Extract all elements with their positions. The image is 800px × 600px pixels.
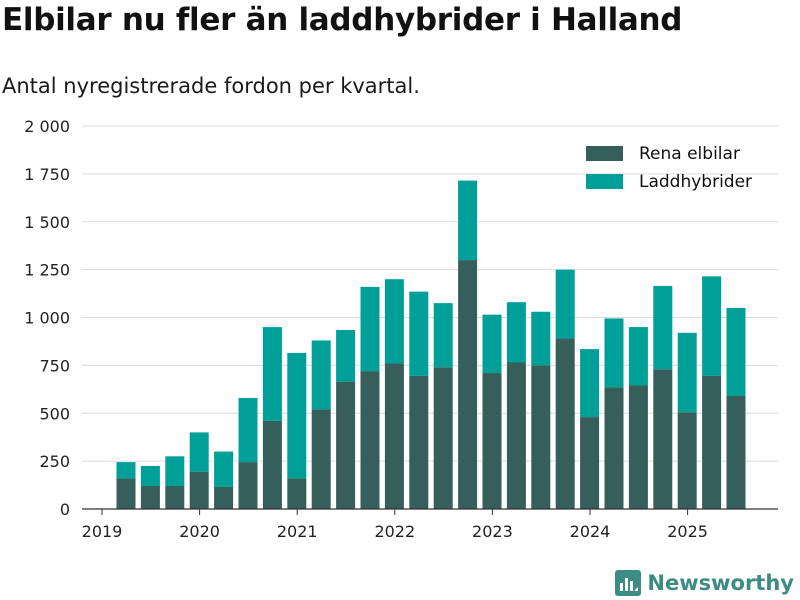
y-tick-label: 750 xyxy=(39,356,70,375)
bar-rena-elbilar xyxy=(458,260,478,509)
bar-laddhybrider xyxy=(336,329,356,382)
bar-rena-elbilar xyxy=(311,409,331,509)
bar-laddhybrider xyxy=(189,432,209,472)
bar-laddhybrider xyxy=(140,465,160,487)
bar-rena-elbilar xyxy=(628,385,648,509)
x-tick-label: 2021 xyxy=(277,522,318,541)
bar-laddhybrider xyxy=(214,451,234,487)
x-tick-label: 2022 xyxy=(374,522,415,541)
legend-swatch xyxy=(586,174,623,189)
bar-rena-elbilar xyxy=(165,486,185,509)
bar-laddhybrider xyxy=(653,285,673,370)
bar-rena-elbilar xyxy=(262,420,282,509)
x-tick-label: 2023 xyxy=(472,522,513,541)
bar-laddhybrider xyxy=(384,279,404,364)
x-tick-label: 2024 xyxy=(570,522,611,541)
bar-laddhybrider xyxy=(262,327,282,421)
bar-laddhybrider xyxy=(116,462,136,479)
bar-rena-elbilar xyxy=(336,381,356,509)
bar-rena-elbilar xyxy=(555,338,575,509)
bar-laddhybrider xyxy=(506,302,526,363)
y-tick-label: 1 750 xyxy=(24,165,70,184)
bar-rena-elbilar xyxy=(409,375,429,509)
bar-rena-elbilar xyxy=(482,373,502,509)
bar-laddhybrider xyxy=(311,340,331,410)
bar-rena-elbilar xyxy=(140,486,160,509)
bar-laddhybrider xyxy=(604,318,624,388)
bar-laddhybrider xyxy=(677,332,697,413)
brand-name: Newsworthy xyxy=(647,571,794,595)
bar-laddhybrider xyxy=(482,314,502,374)
bar-laddhybrider xyxy=(165,456,185,487)
bar-laddhybrider xyxy=(409,291,429,376)
chart-subtitle: Antal nyregistrerade fordon per kvartal. xyxy=(2,74,420,98)
bar-rena-elbilar xyxy=(360,371,380,509)
legend-swatch xyxy=(586,146,623,161)
x-tick-label: 2020 xyxy=(179,522,220,541)
y-tick-label: 0 xyxy=(60,500,70,519)
y-tick-label: 1 500 xyxy=(24,213,70,232)
bar-rena-elbilar xyxy=(189,471,209,509)
y-tick-label: 250 xyxy=(39,452,70,471)
bar-rena-elbilar xyxy=(238,462,258,509)
bar-laddhybrider xyxy=(580,349,600,418)
bar-rena-elbilar xyxy=(653,369,673,509)
bar-rena-elbilar xyxy=(580,417,600,509)
bar-laddhybrider xyxy=(287,352,307,479)
y-tick-label: 500 xyxy=(39,404,70,423)
bar-rena-elbilar xyxy=(531,365,551,509)
bar-laddhybrider xyxy=(360,286,380,372)
x-tick-label: 2019 xyxy=(82,522,123,541)
y-tick-label: 1 000 xyxy=(24,309,70,328)
bar-rena-elbilar xyxy=(433,367,453,509)
bar-rena-elbilar xyxy=(726,396,746,509)
bar-rena-elbilar xyxy=(604,387,624,509)
y-tick-label: 2 000 xyxy=(24,117,70,136)
newsworthy-logo-icon xyxy=(615,570,642,596)
bar-laddhybrider xyxy=(238,397,258,463)
bar-rena-elbilar xyxy=(287,478,307,509)
bar-laddhybrider xyxy=(531,311,551,366)
bar-laddhybrider xyxy=(702,276,722,376)
bar-rena-elbilar xyxy=(116,478,136,509)
legend-label: Rena elbilar xyxy=(639,144,740,164)
chart-title: Elbilar nu fler än laddhybrider i Hallan… xyxy=(2,2,683,38)
bar-rena-elbilar xyxy=(677,412,697,509)
y-tick-label: 1 250 xyxy=(24,261,70,280)
bar-laddhybrider xyxy=(555,269,575,339)
bar-rena-elbilar xyxy=(384,363,404,509)
bar-rena-elbilar xyxy=(702,375,722,509)
bar-laddhybrider xyxy=(726,307,746,397)
legend-label: Laddhybrider xyxy=(639,172,752,192)
bar-laddhybrider xyxy=(458,180,478,261)
bar-rena-elbilar xyxy=(506,362,526,509)
bar-laddhybrider xyxy=(433,303,453,368)
bar-laddhybrider xyxy=(628,327,648,386)
x-tick-label: 2025 xyxy=(667,522,708,541)
bar-rena-elbilar xyxy=(214,486,234,509)
brand-logo: Newsworthy xyxy=(615,570,794,596)
